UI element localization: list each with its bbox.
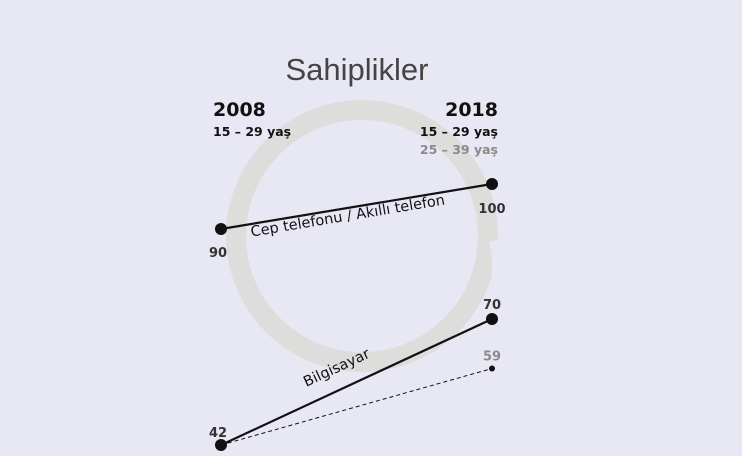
data-point-0-1	[486, 178, 498, 190]
data-label-1-1: 70	[483, 298, 501, 313]
data-point-1-1	[486, 313, 498, 325]
age-label-right-secondary: 25 – 39 yaş	[420, 142, 498, 157]
data-label-0-0: 90	[209, 246, 227, 261]
year-label-right: 2018	[445, 99, 498, 121]
data-point-0-0	[215, 223, 227, 235]
series-line-0	[220, 182, 493, 231]
year-label-left: 2008	[213, 99, 266, 121]
series-label-0: Cep telefonu / Akıllı telefon	[250, 193, 447, 241]
age-label-right-primary: 15 – 29 yaş	[420, 124, 498, 139]
data-label-0-1: 100	[478, 202, 505, 217]
data-point-2-1	[489, 365, 495, 372]
data-label-2-1: 59	[483, 350, 501, 365]
data-label-1-0: 42	[209, 426, 227, 441]
age-label-left: 15 – 29 yaş	[213, 124, 291, 139]
series-line-2	[220, 368, 493, 446]
chart-title: Sahiplikler	[285, 52, 428, 87]
series-line-1	[220, 318, 493, 446]
